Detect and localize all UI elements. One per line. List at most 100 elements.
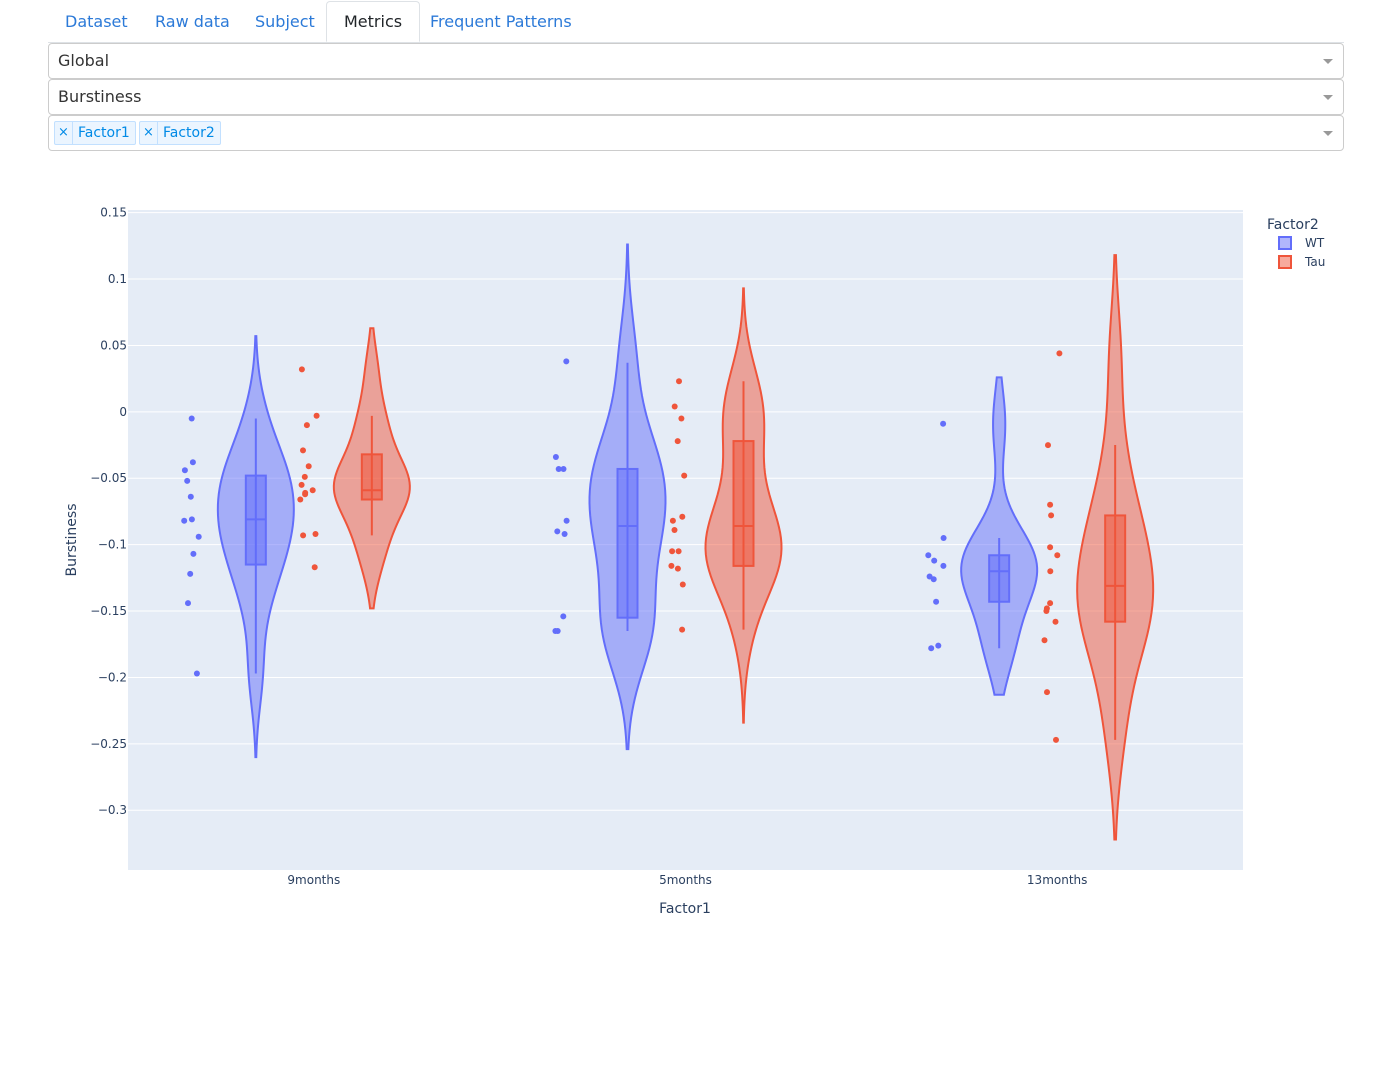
chevron-down-icon[interactable] (1323, 131, 1333, 136)
tab-subject[interactable]: Subject (255, 12, 315, 31)
data-point (671, 403, 678, 410)
data-point (560, 613, 567, 620)
tab-metrics[interactable]: Metrics (326, 1, 421, 42)
data-point (300, 447, 306, 454)
y-tick-label: 0.15 (100, 206, 127, 220)
legend-item[interactable]: WT (1278, 236, 1325, 250)
violin-group (1041, 254, 1155, 841)
data-point (297, 496, 304, 503)
x-tick-labels: 9months 5months 13months (287, 873, 1087, 887)
data-point (313, 412, 320, 419)
violin-group (297, 327, 411, 610)
y-tick-label: −0.1 (98, 538, 127, 552)
data-point (1052, 618, 1059, 625)
data-point (187, 493, 194, 500)
data-point (679, 626, 686, 633)
data-point (300, 532, 307, 539)
data-point (669, 548, 676, 555)
data-point (298, 366, 305, 373)
data-point (189, 459, 196, 466)
data-point (671, 527, 678, 533)
data-point (552, 454, 559, 460)
data-point (1041, 637, 1048, 644)
remove-chip-icon[interactable]: × (55, 122, 73, 144)
data-point (190, 550, 197, 557)
data-point (676, 378, 682, 385)
data-point (1043, 608, 1050, 614)
scope-dropdown[interactable]: Global (48, 43, 1344, 79)
data-point (930, 576, 937, 583)
x-tick-label: 5months (659, 873, 712, 887)
data-point (555, 466, 562, 472)
remove-chip-icon[interactable]: × (140, 122, 158, 144)
tab-frequent-patterns[interactable]: Frequent Patterns (430, 12, 572, 31)
data-point (669, 517, 676, 524)
violin-group (181, 335, 295, 759)
data-point (305, 463, 312, 470)
data-point (1047, 568, 1054, 575)
data-point (1045, 442, 1051, 449)
data-point (679, 581, 686, 588)
y-tick-label: −0.2 (98, 670, 127, 684)
chevron-down-icon[interactable] (1323, 59, 1333, 64)
data-point (1048, 512, 1055, 519)
data-point (1047, 600, 1054, 607)
x-axis-label: Factor1 (659, 901, 711, 917)
y-tick-label: −0.25 (90, 737, 127, 751)
scope-dropdown-value: Global (58, 51, 110, 70)
data-point (931, 557, 938, 564)
data-point (554, 528, 561, 535)
box (1104, 514, 1127, 623)
y-tick-label: −0.3 (98, 803, 127, 817)
metric-dropdown[interactable]: Burstiness (48, 79, 1344, 115)
data-point (925, 552, 932, 559)
data-point (302, 491, 309, 498)
tab-dataset[interactable]: Dataset (65, 12, 128, 31)
data-point (668, 562, 675, 569)
data-point (184, 477, 191, 484)
data-point (928, 645, 935, 652)
data-point (674, 438, 681, 445)
legend-title: Factor2 (1267, 217, 1319, 233)
x-tick-label: 13months (1027, 873, 1087, 887)
data-point (1044, 689, 1050, 696)
legend-label: WT (1305, 236, 1325, 250)
data-point (181, 467, 188, 474)
data-point (187, 570, 194, 577)
violin-group (925, 376, 1039, 696)
data-point (298, 481, 305, 488)
data-point (940, 420, 947, 427)
y-tick-label: 0.05 (100, 338, 127, 352)
y-axis-label: Burstiness (64, 504, 80, 577)
data-point (561, 531, 568, 537)
legend-item[interactable]: Tau (1278, 255, 1325, 269)
data-point (309, 487, 316, 494)
tab-bar: Dataset Raw data Subject Metrics Frequen… (48, 0, 1344, 43)
data-point (311, 564, 318, 571)
data-point (301, 473, 308, 480)
data-point (563, 517, 570, 524)
data-point (1056, 350, 1063, 357)
data-point (935, 642, 942, 649)
x-tick-label: 9months (287, 873, 340, 887)
data-point (552, 628, 559, 634)
legend: Factor2 WT Tau (1267, 217, 1325, 269)
metric-dropdown-value: Burstiness (58, 87, 142, 106)
data-point (303, 422, 310, 429)
factor-multiselect[interactable]: × Factor1 × Factor2 (48, 115, 1344, 151)
tab-raw-data[interactable]: Raw data (155, 12, 230, 31)
factor-chip: × Factor2 (139, 121, 221, 145)
y-tick-label: 0.1 (108, 272, 127, 286)
data-point (1054, 552, 1061, 559)
data-point (940, 562, 947, 569)
factor-chip-label: Factor2 (163, 125, 215, 141)
data-point (188, 415, 195, 422)
y-tick-label: −0.05 (90, 471, 127, 485)
data-point (195, 533, 202, 540)
violin-chart: 0.150.10.050−0.05−0.1−0.15−0.2−0.25−0.3 … (64, 206, 1325, 917)
box (616, 467, 639, 619)
chevron-down-icon[interactable] (1323, 95, 1333, 100)
data-point (679, 513, 686, 520)
violin-group (668, 287, 783, 724)
data-point (674, 565, 681, 572)
